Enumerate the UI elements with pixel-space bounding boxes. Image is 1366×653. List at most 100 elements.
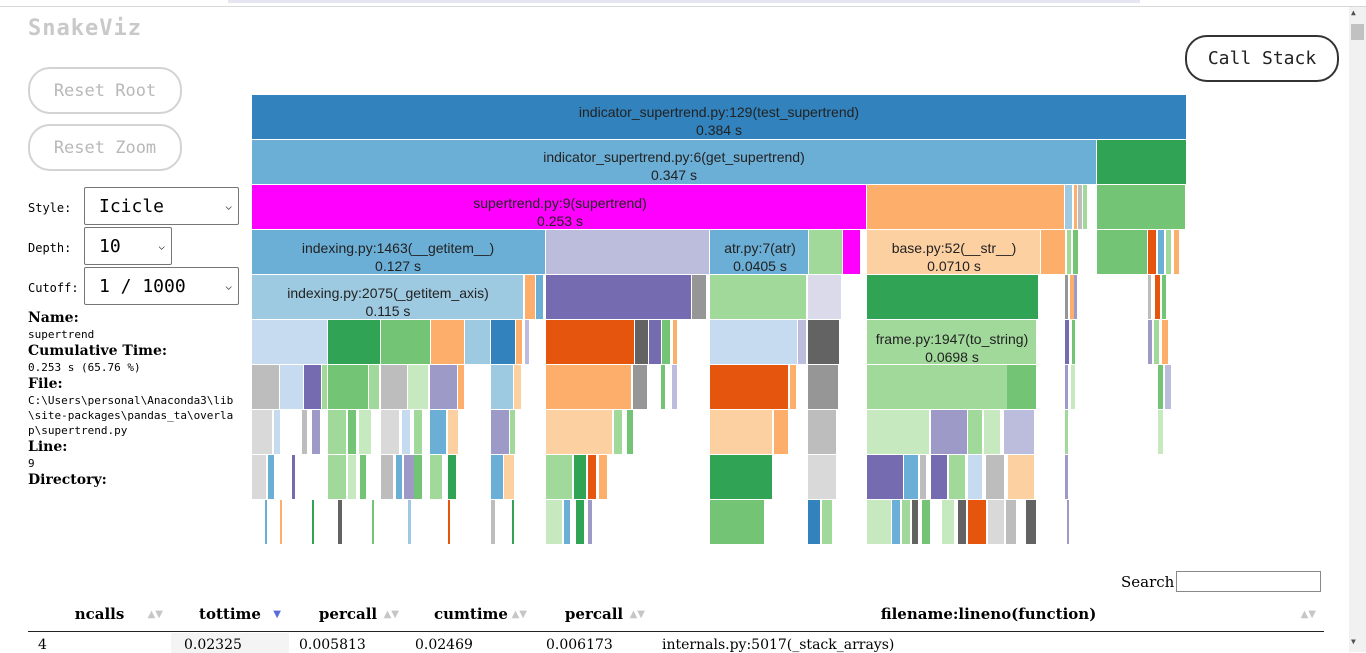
- icicle-block[interactable]: [1065, 185, 1072, 229]
- icicle-block[interactable]: [312, 500, 314, 544]
- icicle-block[interactable]: [1065, 455, 1068, 499]
- icicle-block[interactable]: [931, 410, 967, 454]
- icicle-block[interactable]: [491, 455, 503, 499]
- icicle-block[interactable]: [662, 320, 670, 364]
- icicle-block[interactable]: [1166, 230, 1171, 274]
- icicle-block[interactable]: [504, 455, 514, 499]
- icicle-block[interactable]: [808, 320, 839, 364]
- icicle-block[interactable]: [525, 320, 529, 364]
- icicle-block[interactable]: [1074, 275, 1077, 319]
- search-input[interactable]: [1176, 571, 1321, 592]
- col-header-ncalls[interactable]: ncalls ▲▼: [28, 597, 171, 631]
- icicle-block[interactable]: [988, 500, 1004, 544]
- icicle-block[interactable]: [808, 275, 841, 319]
- icicle-block[interactable]: [867, 185, 1064, 229]
- icicle-block[interactable]: [1148, 320, 1152, 364]
- col-header-function[interactable]: filename:lineno(function) ▲▼: [653, 597, 1324, 631]
- icicle-block[interactable]: [902, 500, 910, 544]
- icicle-block[interactable]: [252, 410, 272, 454]
- icicle-block[interactable]: [546, 455, 572, 499]
- icicle-block[interactable]: [968, 500, 986, 544]
- icicle-block[interactable]: [1072, 320, 1075, 364]
- icicle-block[interactable]: [867, 275, 1038, 319]
- icicle-block[interactable]: [360, 455, 366, 499]
- icicle-block[interactable]: [942, 500, 954, 544]
- icicle-block[interactable]: [348, 455, 356, 499]
- icicle-block[interactable]: [649, 320, 661, 364]
- icicle-block[interactable]: [1065, 275, 1068, 319]
- icicle-block[interactable]: [1174, 230, 1179, 274]
- icicle-block[interactable]: [1078, 185, 1082, 229]
- icicle-block[interactable]: [912, 500, 918, 544]
- icicle-block[interactable]: [402, 410, 410, 454]
- icicle-block[interactable]: [514, 365, 521, 409]
- icicle-block[interactable]: [808, 500, 820, 544]
- icicle-block[interactable]: [588, 455, 596, 499]
- page-scrollbar[interactable]: [1349, 7, 1366, 652]
- icicle-block[interactable]: [588, 500, 592, 544]
- icicle-block[interactable]: [710, 275, 806, 319]
- icicle-block[interactable]: [268, 455, 274, 499]
- icicle-block[interactable]: [1041, 230, 1065, 274]
- icicle-block[interactable]: [546, 320, 634, 364]
- icicle-block[interactable]: [661, 365, 665, 409]
- icicle-block[interactable]: [304, 365, 321, 409]
- icicle-block[interactable]: [381, 455, 393, 499]
- icicle-block[interactable]: [516, 320, 522, 364]
- icicle-block[interactable]: [1148, 275, 1151, 319]
- icicle-block[interactable]: [491, 500, 495, 544]
- icicle-block[interactable]: [525, 275, 535, 319]
- icicle-block[interactable]: [692, 275, 706, 319]
- style-select[interactable]: Icicle ⌵: [84, 187, 239, 225]
- icicle-block[interactable]: [904, 455, 918, 499]
- icicle-block[interactable]: [302, 410, 307, 454]
- icicle-block[interactable]: [252, 185, 866, 229]
- col-header-cumtime[interactable]: cumtime ▲▼: [407, 597, 535, 631]
- col-header-percall-cum[interactable]: percall ▲▼: [535, 597, 653, 631]
- icicle-block[interactable]: [252, 230, 545, 274]
- icicle-block[interactable]: [922, 500, 930, 544]
- icicle-block[interactable]: [1067, 500, 1069, 544]
- icicle-block[interactable]: [1158, 230, 1164, 274]
- icicle-block[interactable]: [512, 500, 514, 544]
- icicle-block[interactable]: [867, 365, 1007, 409]
- icicle-block[interactable]: [808, 455, 836, 499]
- icicle-block[interactable]: [491, 320, 515, 364]
- icicle-block[interactable]: [1067, 230, 1071, 274]
- icicle-block[interactable]: [328, 455, 346, 499]
- scroll-up-arrow-icon[interactable]: ▲: [1351, 8, 1356, 17]
- icicle-block[interactable]: [931, 455, 947, 499]
- icicle-block[interactable]: [430, 410, 446, 454]
- icicle-block[interactable]: [599, 455, 607, 499]
- icicle-block[interactable]: [986, 455, 1004, 499]
- icicle-block[interactable]: [280, 365, 303, 409]
- icicle-block[interactable]: [710, 455, 772, 499]
- icicle-block[interactable]: [252, 320, 327, 364]
- icicle-block[interactable]: [546, 500, 562, 544]
- icicle-block[interactable]: [328, 365, 368, 409]
- icicle-block[interactable]: [1097, 140, 1186, 184]
- icicle-block[interactable]: [546, 365, 631, 409]
- cutoff-select[interactable]: 1 / 1000 ⌵: [84, 267, 239, 305]
- icicle-block[interactable]: [1158, 365, 1163, 409]
- icicle-block[interactable]: [546, 230, 709, 274]
- scroll-down-arrow-icon[interactable]: ▼: [1351, 637, 1356, 646]
- icicle-block[interactable]: [867, 410, 929, 454]
- icicle-block[interactable]: [328, 410, 346, 454]
- icicle-block[interactable]: [252, 275, 523, 319]
- icicle-block[interactable]: [1004, 410, 1034, 454]
- icicle-block[interactable]: [328, 320, 380, 364]
- icicle-block[interactable]: [369, 365, 379, 409]
- icicle-block[interactable]: [414, 455, 422, 499]
- icicle-block[interactable]: [1026, 500, 1036, 544]
- icicle-block[interactable]: [274, 410, 280, 454]
- icicle-block[interactable]: [252, 500, 265, 544]
- scrollbar-thumb[interactable]: [1351, 24, 1364, 40]
- icicle-block[interactable]: [510, 410, 515, 454]
- icicle-block[interactable]: [867, 455, 903, 499]
- icicle-block[interactable]: [1162, 275, 1166, 319]
- icicle-block[interactable]: [252, 365, 279, 409]
- icicle-block[interactable]: [1071, 365, 1075, 409]
- icicle-block[interactable]: [1006, 500, 1016, 544]
- call-stack-button[interactable]: Call Stack: [1185, 35, 1339, 82]
